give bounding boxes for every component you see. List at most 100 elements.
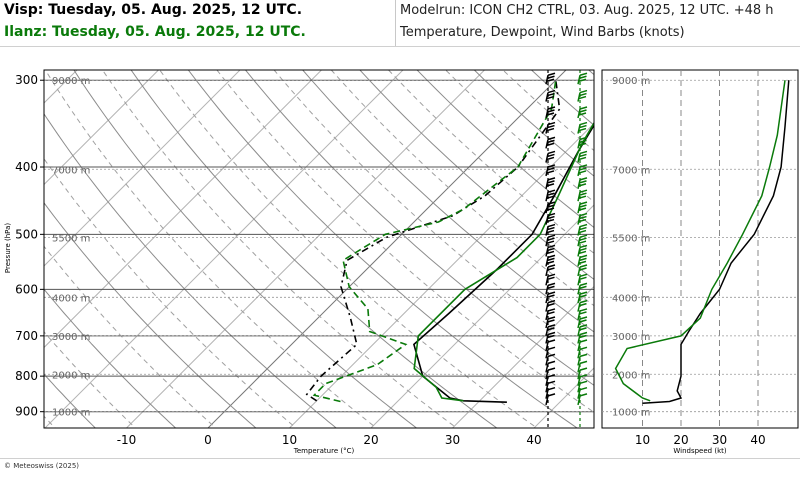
- dry-adiabat-line: [302, 70, 594, 333]
- barb-staff: [545, 341, 549, 352]
- barb-staff: [577, 203, 581, 214]
- barb-staff: [577, 179, 581, 190]
- barb-staff: [577, 215, 581, 225]
- barb-flag: [579, 257, 587, 262]
- barb-flag: [546, 95, 555, 100]
- wind-barb-ilanz: [577, 212, 588, 225]
- barb-flag: [547, 334, 555, 339]
- wind-barb-ilanz: [577, 346, 588, 359]
- barb-staff: [577, 192, 581, 202]
- chart-subtitle: Temperature, Dewpoint, Wind Barbs (knots…: [400, 25, 685, 40]
- barb-flag: [547, 192, 555, 196]
- barb-flag: [547, 276, 555, 281]
- barb-flag: [579, 319, 587, 323]
- barb-flag: [547, 177, 556, 181]
- barb-flag: [579, 192, 587, 196]
- dry-adiabat-line: [73, 70, 418, 428]
- windspeed-tick-label: 30: [712, 433, 727, 447]
- moist-adiabat-line: [44, 157, 297, 428]
- barb-staff: [577, 395, 581, 406]
- barb-staff: [545, 356, 549, 366]
- profile-series-3: [312, 80, 557, 403]
- dry-adiabat-line: [187, 70, 578, 428]
- barb-flag: [579, 374, 588, 378]
- dry-adiabat-line: [44, 288, 177, 428]
- barb-flag: [547, 124, 555, 129]
- moist-adiabat-line: [44, 70, 378, 428]
- x-axis-label: Temperature (°C): [293, 447, 355, 455]
- barb-flag: [579, 124, 587, 129]
- barb-flag: [547, 234, 556, 238]
- windspeed-tick-label: 10: [635, 433, 650, 447]
- windspeed-tick-label: 20: [673, 433, 688, 447]
- barb-flag: [547, 164, 556, 168]
- profile-series-0: [412, 123, 594, 403]
- wind-barb-visp: [545, 316, 556, 329]
- barb-flag: [579, 267, 587, 271]
- barb-flag: [547, 212, 556, 217]
- barb-flag: [579, 285, 587, 290]
- wind-barb-ilanz: [577, 136, 588, 149]
- wind-barb-visp: [545, 136, 556, 149]
- barb-flag: [547, 121, 556, 126]
- wind-barb-visp: [545, 89, 556, 102]
- wind-barb-visp: [545, 189, 556, 202]
- height-label: 7000 m: [52, 165, 90, 176]
- barb-flag: [578, 240, 587, 244]
- windspeed-height-label: 1000 m: [612, 408, 650, 419]
- moist-adiabat-line: [101, 70, 458, 428]
- barb-flag: [547, 294, 555, 298]
- windspeed-height-label: 7000 m: [612, 165, 650, 176]
- barb-flag: [547, 353, 556, 358]
- barb-flag: [547, 254, 556, 259]
- profile-series-1: [305, 80, 561, 402]
- barb-flag: [547, 264, 556, 268]
- barb-flag: [579, 367, 588, 371]
- barb-flag: [547, 316, 556, 320]
- barb-flag: [579, 223, 588, 228]
- y-tick-label: 900: [15, 405, 38, 419]
- wind-barb-visp: [545, 244, 556, 257]
- barb-staff: [545, 247, 549, 257]
- wind-barb-ilanz: [577, 353, 588, 366]
- barb-flag: [579, 226, 587, 231]
- height-label: 5500 m: [52, 233, 90, 244]
- barb-flag: [579, 92, 587, 97]
- wind-barb-ilanz: [577, 291, 588, 304]
- isotherm-line: [452, 285, 594, 428]
- barb-flag: [579, 167, 587, 171]
- windspeed-height-label: 2000 m: [612, 370, 650, 381]
- dry-adiabat-line: [473, 70, 594, 177]
- barb-flag: [579, 386, 588, 391]
- wind-barb-visp: [545, 234, 556, 247]
- barb-flag: [579, 204, 587, 208]
- wind-barb-ilanz: [577, 244, 588, 257]
- barb-flag: [547, 72, 556, 76]
- x-tick-label: 0: [204, 433, 212, 447]
- wind-barb-ilanz: [577, 316, 588, 329]
- barb-staff: [545, 395, 549, 406]
- barb-flag: [546, 240, 555, 244]
- barb-flag: [579, 164, 588, 168]
- barb-flag: [547, 393, 556, 397]
- barb-flag: [547, 302, 555, 307]
- barb-flag: [547, 257, 555, 262]
- barb-flag: [547, 89, 556, 94]
- barb-flag: [579, 75, 587, 79]
- barb-flag: [579, 282, 588, 287]
- barb-staff: [577, 349, 581, 359]
- barb-flag: [547, 244, 556, 249]
- barb-flag: [547, 189, 556, 193]
- wind-barb-visp: [545, 177, 556, 190]
- barb-staff: [545, 139, 549, 149]
- station2-title: Ilanz: Tuesday, 05. Aug. 2025, 12 UTC.: [4, 24, 306, 40]
- barb-flag: [547, 285, 555, 290]
- wind-barb-visp: [545, 273, 556, 286]
- wind-barb-ilanz: [577, 106, 588, 119]
- barb-flag: [547, 237, 555, 241]
- barb-flag: [579, 291, 588, 295]
- barb-flag: [579, 244, 588, 249]
- barb-flag: [547, 291, 556, 295]
- barb-flag: [547, 215, 555, 220]
- barb-flag: [579, 299, 588, 304]
